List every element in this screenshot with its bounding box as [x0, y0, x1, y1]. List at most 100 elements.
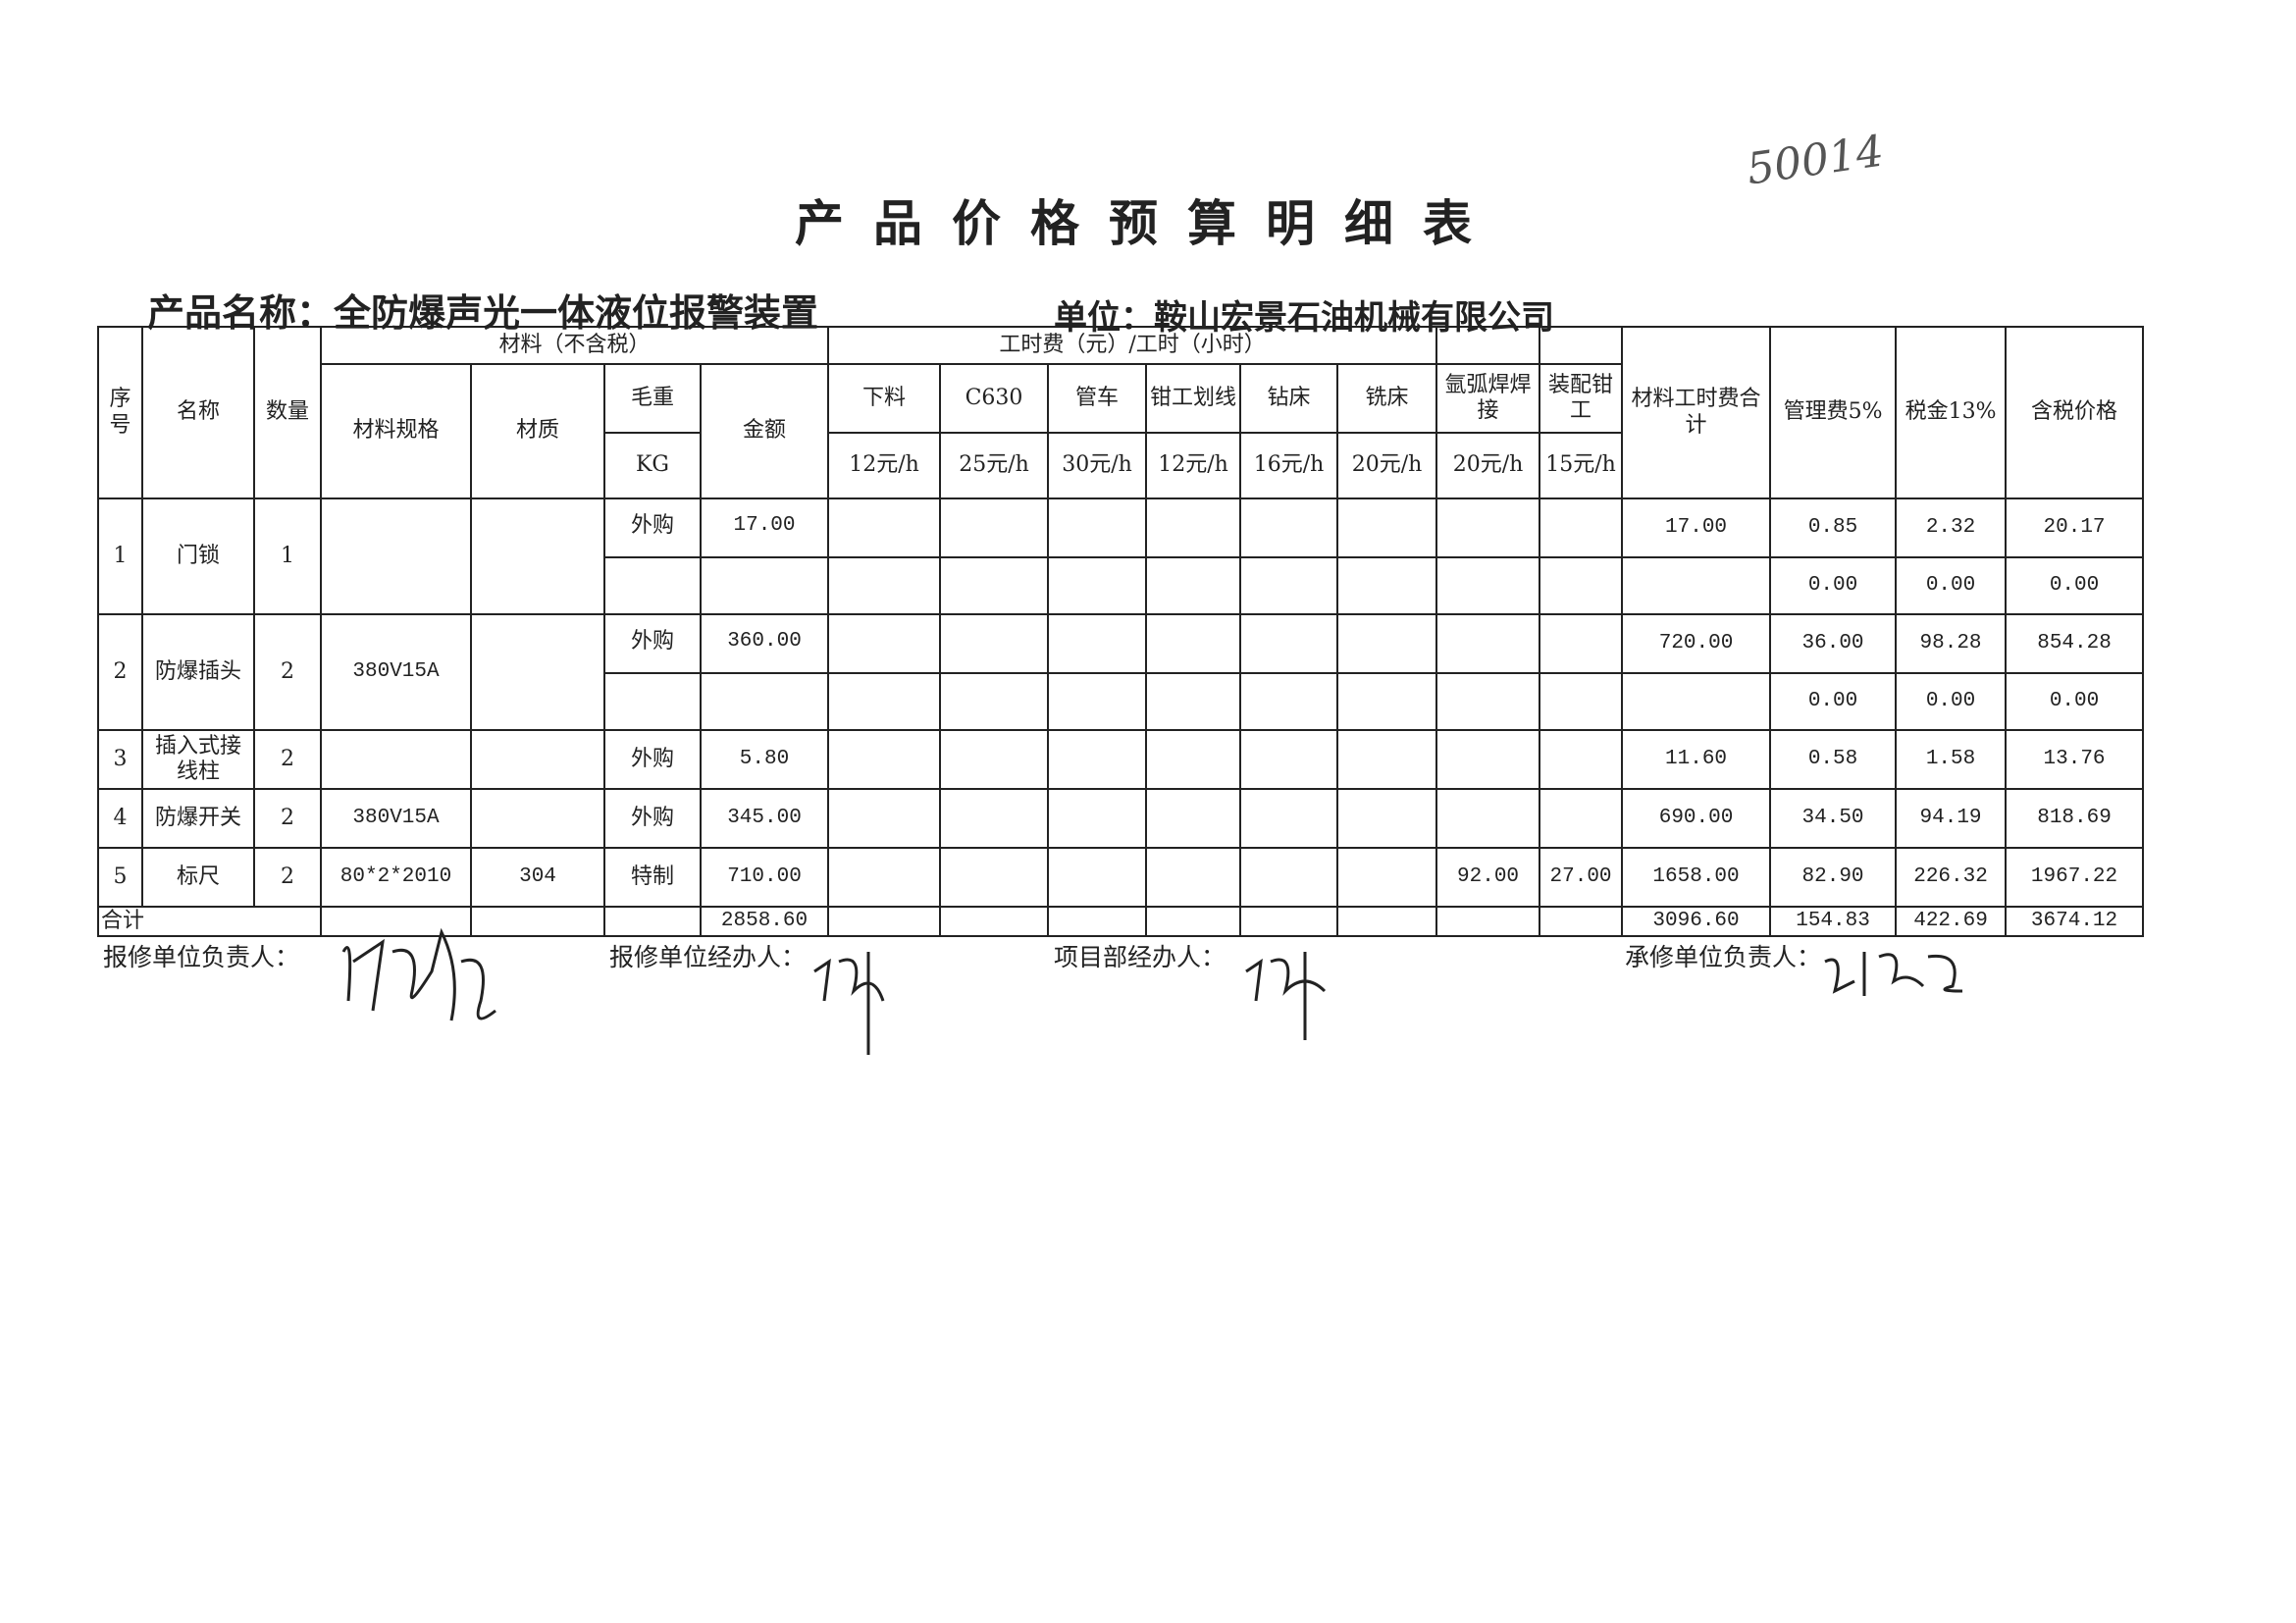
cell-assembly [1539, 788, 1624, 849]
totals-amount: 2858.60 [699, 906, 830, 937]
header-row: 材料规格 材质 毛重 金额 下料 C630 管车 钳工划线 钻床 铣床 氩弧焊焊接 装配钳工 [98, 363, 2143, 499]
totals-total: 3096.60 [1621, 906, 1772, 937]
header-labor-rate: 12元/h [1145, 432, 1242, 499]
cell-price: 0.00 [2005, 556, 2145, 615]
cell-labor [1047, 729, 1148, 790]
cell-amount: 5.80 [699, 729, 830, 790]
cell-total: 690.00 [1621, 788, 1772, 849]
cell-labor [1336, 556, 1438, 615]
cell-tax: 94.19 [1895, 788, 2008, 849]
cell-labor [827, 613, 942, 674]
cell-labor [1336, 672, 1438, 731]
cell-mgmt: 0.58 [1769, 729, 1898, 790]
cell-qty: 2 [253, 788, 322, 849]
header-labor-rate: 16元/h [1239, 432, 1339, 499]
cell-assembly: 27.00 [1539, 847, 1624, 908]
cell-assembly [1539, 613, 1624, 674]
cell-price: 20.17 [2005, 497, 2145, 558]
cell-amount: 360.00 [699, 613, 830, 674]
cell-argon [1435, 729, 1541, 790]
cell-labor [1239, 788, 1339, 849]
cell-labor [827, 788, 942, 849]
repair-agent-label: 报修单位经办人： [609, 943, 807, 971]
table-row: 1 门锁 1 外购 17.00 17.00 0.85 2.32 20.17 [97, 497, 2145, 615]
header-row: 序号 名称 数量 材料（不含税） 工时费（元）/工时（小时） 材料工时费合计 管理费5% 税金… [97, 326, 2145, 499]
cell-qty: 2 [253, 613, 322, 731]
cell-labor [1047, 497, 1148, 558]
cell-spec [320, 497, 472, 615]
cell-tax: 0.00 [1895, 672, 2008, 731]
totals-mgmt: 154.83 [1769, 906, 1898, 937]
cell-source: 外购 [603, 613, 702, 674]
cell-labor [1336, 906, 1438, 937]
table-cell [320, 906, 472, 937]
cell-tax: 226.32 [1895, 847, 2008, 908]
header-tax: 税金13% [1895, 326, 2008, 499]
cell-labor [1336, 788, 1438, 849]
header-price: 含税价格 [2005, 326, 2145, 499]
cell-total [1621, 672, 1772, 731]
header-material: 材质 [470, 363, 605, 499]
header-weight: 毛重 [603, 363, 702, 434]
header-empty [1435, 326, 1541, 365]
cell-seq: 5 [97, 847, 143, 908]
table-row: 5 标尺 2 80*2*2010 304 特制 710.00 92.00 27.00 1658.0… [97, 847, 2145, 908]
cell-labor [1145, 613, 1242, 674]
cell-labor [827, 847, 942, 908]
cell-argon: 92.00 [1435, 847, 1541, 908]
cell-material [470, 497, 605, 615]
header-labor-rate: 20元/h [1435, 432, 1541, 499]
cell-labor [1145, 729, 1242, 790]
cell-price: 818.69 [2005, 788, 2145, 849]
cell-labor [1435, 906, 1541, 937]
cell-mgmt: 34.50 [1769, 788, 1898, 849]
cell-seq: 3 [97, 729, 143, 790]
cell-tax: 1.58 [1895, 729, 2008, 790]
cell-source: 外购 [603, 729, 702, 790]
cell-spec: 80*2*2010 [320, 847, 472, 908]
cell-argon [1435, 497, 1541, 558]
header-labor-rate: 12元/h [827, 432, 942, 499]
cell-labor [1047, 613, 1148, 674]
cell-total: 17.00 [1621, 497, 1772, 558]
cell-tax: 2.32 [1895, 497, 2008, 558]
header-labor-name: 氩弧焊焊接 [1435, 363, 1541, 434]
header-labor-name: 下料 [827, 363, 942, 434]
cell-source [603, 556, 702, 615]
cell-mgmt: 0.00 [1769, 556, 1898, 615]
cell-seq: 2 [97, 613, 143, 731]
header-qty: 数量 [253, 326, 322, 499]
cell-spec [320, 729, 472, 790]
header-labor-name: 管车 [1047, 363, 1148, 434]
cell-amount [699, 556, 830, 615]
header-labor-rate: 15元/h [1539, 432, 1624, 499]
header-empty [1539, 326, 1624, 365]
cell-labor [1047, 847, 1148, 908]
cell-name: 防爆插头 [141, 613, 255, 731]
cell-price: 854.28 [2005, 613, 2145, 674]
cell-mgmt: 82.90 [1769, 847, 1898, 908]
signature-repair-agent [813, 952, 885, 1055]
cell-labor [1336, 729, 1438, 790]
cell-labor [1145, 497, 1242, 558]
cell-source: 外购 [603, 497, 702, 558]
cell-assembly [1539, 497, 1624, 558]
cell-labor [1239, 906, 1339, 937]
repair-head-label: 报修单位负责人： [103, 943, 300, 971]
cell-labor [1239, 729, 1339, 790]
cell-tax: 0.00 [1895, 556, 2008, 615]
table-subrow: 0.00 0.00 0.00 [98, 672, 2145, 731]
table-row: 4 防爆开关 2 380V15A 外购 345.00 690.00 34.50 94.19 818… [97, 788, 2145, 849]
cell-total: 1658.00 [1621, 847, 1772, 908]
cell-labor [1239, 672, 1339, 731]
cell-labor [939, 556, 1050, 615]
cell-name: 插入式接线柱 [141, 729, 255, 790]
cell-total [1621, 556, 1772, 615]
table-subrow: 0.00 0.00 0.00 [98, 556, 2145, 615]
totals-label: 合计 [97, 906, 322, 937]
cell-labor [1047, 556, 1148, 615]
cell-amount: 345.00 [699, 788, 830, 849]
cell-argon [1435, 613, 1541, 674]
cell-labor [827, 497, 942, 558]
